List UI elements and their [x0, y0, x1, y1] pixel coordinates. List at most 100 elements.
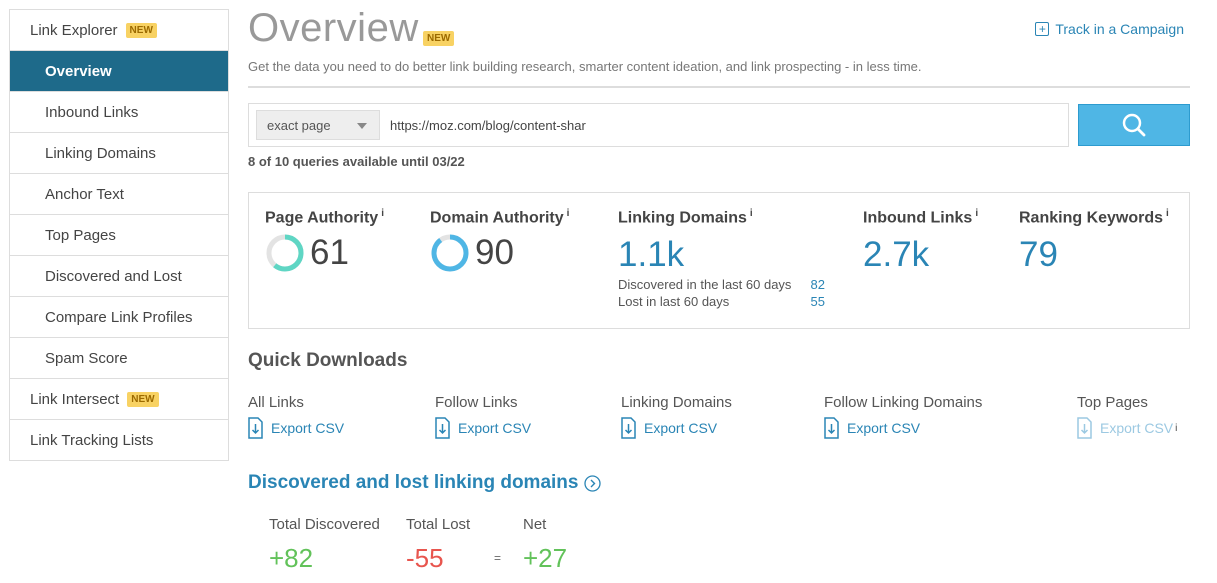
metrics-panel: Page Authority i 61 Domain Authority i 90 …: [248, 192, 1190, 329]
total-discovered-label: Total Discovered: [269, 516, 380, 533]
track-in-campaign-link[interactable]: + Track in a Campaign: [1035, 21, 1184, 37]
ranking-keywords-metric: Ranking Keywords i 79: [1019, 208, 1169, 275]
download-top-pages: Top Pages Export CSV i: [1077, 394, 1177, 439]
url-input[interactable]: [390, 117, 610, 133]
page-title: Overview: [248, 6, 419, 50]
caret-down-icon: [357, 123, 367, 129]
discovered-60-days-value[interactable]: 82: [810, 277, 825, 293]
query-quota: 8 of 10 queries available until 03/22: [248, 154, 465, 169]
inbound-links-label: Inbound Links: [863, 209, 973, 227]
track-in-campaign-label: Track in a Campaign: [1055, 21, 1184, 37]
total-discovered-value: +82: [269, 543, 314, 573]
sidebar-item-label: Link Intersect: [30, 390, 120, 408]
download-label: Linking Domains: [621, 394, 732, 411]
sidebar-item-label: Inbound Links: [45, 103, 139, 121]
total-discovered-stat: Total Discovered +82: [269, 516, 380, 574]
export-csv-label: Export CSV: [458, 420, 532, 436]
search-bar: exact page: [248, 103, 1069, 147]
download-file-icon: [435, 417, 450, 439]
page-authority-label: Page Authority: [265, 209, 379, 227]
export-csv-label: Export CSV: [271, 420, 345, 436]
info-icon[interactable]: i: [566, 208, 570, 219]
total-lost-value: -55: [406, 543, 444, 573]
info-icon[interactable]: i: [749, 208, 753, 219]
domain-authority-metric: Domain Authority i 90: [430, 208, 569, 273]
download-label: Top Pages: [1077, 394, 1148, 411]
export-csv-link[interactable]: Export CSV: [435, 417, 531, 439]
sidebar-item-label: Anchor Text: [45, 185, 124, 203]
page-subtitle: Get the data you need to do better link …: [248, 59, 922, 74]
export-csv-link[interactable]: Export CSV: [824, 417, 982, 439]
sidebar-item-label: Linking Domains: [45, 144, 156, 162]
sidebar-item-anchor-text[interactable]: Anchor Text: [10, 174, 228, 215]
export-csv-link[interactable]: Export CSV i: [1077, 417, 1177, 439]
download-file-icon: [1077, 417, 1092, 439]
chevron-right-circle-icon: [584, 474, 602, 492]
lost-60-days-value[interactable]: 55: [810, 294, 825, 310]
download-file-icon: [824, 417, 839, 439]
export-csv-link[interactable]: Export CSV: [621, 417, 732, 439]
linking-domains-value[interactable]: 1.1k: [618, 235, 685, 275]
net-value: +27: [523, 543, 568, 573]
sidebar-item-label: Compare Link Profiles: [45, 308, 193, 326]
download-label: Follow Links: [435, 394, 518, 411]
title-new-badge: NEW: [423, 31, 455, 46]
download-follow-linking-domains: Follow Linking Domains Export CSV: [824, 394, 982, 439]
info-icon[interactable]: i: [975, 208, 979, 219]
sidebar-item-link-tracking-lists[interactable]: Link Tracking Lists: [10, 420, 228, 461]
sidebar-item-label: Spam Score: [45, 349, 128, 367]
download-all-links: All Links Export CSV: [248, 394, 344, 439]
new-badge: NEW: [125, 22, 157, 38]
page-authority-metric: Page Authority i 61: [265, 208, 384, 273]
sidebar-item-compare-link-profiles[interactable]: Compare Link Profiles: [10, 297, 228, 338]
download-file-icon: [248, 417, 263, 439]
inbound-links-value[interactable]: 2.7k: [863, 235, 930, 275]
info-icon[interactable]: i: [1166, 208, 1169, 219]
sidebar-item-inbound-links[interactable]: Inbound Links: [10, 92, 228, 133]
sidebar-item-label: Top Pages: [45, 226, 116, 244]
equals-sign: =: [494, 551, 502, 565]
info-icon[interactable]: i: [381, 208, 384, 219]
download-linking-domains: Linking Domains Export CSV: [621, 394, 732, 439]
lost-60-days: Lost in last 60 days 55: [618, 294, 828, 309]
domain-authority-value: 90: [475, 233, 514, 273]
discovered-lost-title[interactable]: Discovered and lost linking domains: [248, 472, 602, 494]
sidebar-item-discovered-and-lost[interactable]: Discovered and Lost: [10, 256, 228, 297]
export-csv-label: Export CSV: [847, 420, 921, 436]
lost-60-days-label: Lost in last 60 days: [618, 294, 730, 310]
scope-select[interactable]: exact page: [256, 110, 380, 140]
sidebar-item-link-explorer[interactable]: Link Explorer NEW: [10, 10, 228, 51]
sidebar-item-spam-score[interactable]: Spam Score: [10, 338, 228, 379]
page-authority-value: 61: [310, 233, 349, 273]
discovered-lost-title-text: Discovered and lost linking domains: [248, 472, 579, 493]
search-icon: [1122, 113, 1146, 137]
sidebar-item-top-pages[interactable]: Top Pages: [10, 215, 228, 256]
download-file-icon: [621, 417, 636, 439]
linking-domains-label: Linking Domains: [618, 209, 747, 227]
scope-select-value: exact page: [267, 117, 331, 133]
discovered-60-days-label: Discovered in the last 60 days: [618, 277, 792, 293]
discovered-60-days: Discovered in the last 60 days 82: [618, 277, 828, 292]
quick-downloads-title: Quick Downloads: [248, 350, 408, 371]
export-csv-link[interactable]: Export CSV: [248, 417, 344, 439]
sidebar-item-link-intersect[interactable]: Link Intersect NEW: [10, 379, 228, 420]
sidebar-item-linking-domains[interactable]: Linking Domains: [10, 133, 228, 174]
total-lost-stat: Total Lost -55: [406, 516, 470, 574]
sidebar-item-label: Link Explorer: [30, 21, 118, 39]
sidebar-item-label: Link Tracking Lists: [30, 431, 154, 449]
domain-authority-ring: [431, 234, 469, 272]
sidebar-item-overview[interactable]: Overview: [10, 51, 228, 92]
download-label: Follow Linking Domains: [824, 394, 983, 411]
new-badge: NEW: [127, 391, 159, 407]
info-icon[interactable]: i: [1175, 422, 1178, 434]
export-csv-label: Export CSV: [1100, 420, 1174, 436]
page-authority-ring: [266, 234, 304, 272]
total-lost-label: Total Lost: [406, 516, 471, 533]
download-label: All Links: [248, 394, 304, 411]
download-follow-links: Follow Links Export CSV: [435, 394, 531, 439]
sidebar: Link Explorer NEW Overview Inbound Links…: [9, 9, 229, 461]
plus-square-icon: +: [1035, 22, 1050, 36]
ranking-keywords-value[interactable]: 79: [1019, 235, 1058, 275]
search-button[interactable]: [1078, 104, 1190, 146]
sidebar-item-label: Overview: [45, 62, 112, 80]
